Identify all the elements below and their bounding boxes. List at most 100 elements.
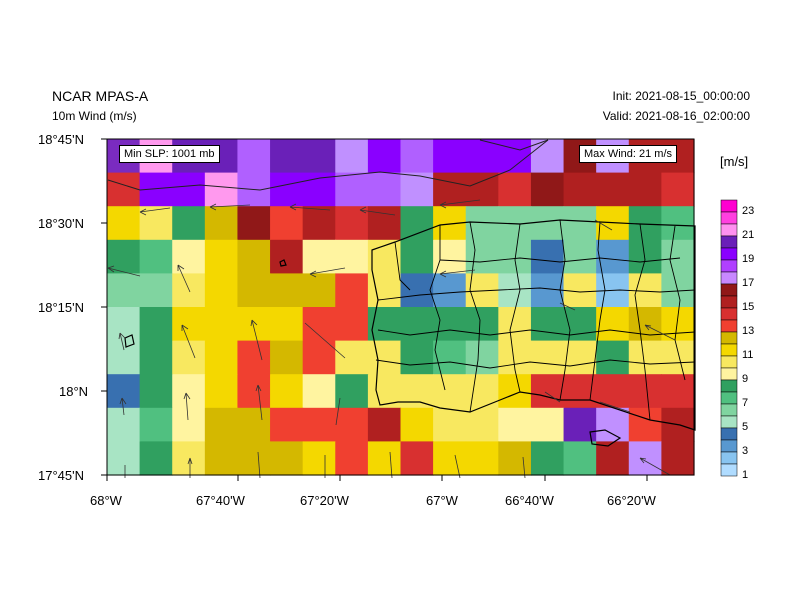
grid-cell xyxy=(596,307,630,342)
grid-cell xyxy=(596,407,630,442)
colorbar-swatch xyxy=(720,259,738,273)
grid-cell xyxy=(530,307,565,342)
colorbar-swatch xyxy=(720,211,738,225)
grid-cell xyxy=(107,307,141,342)
grid-cell xyxy=(335,273,369,308)
grid-cell xyxy=(628,374,662,409)
grid-cell xyxy=(172,273,206,308)
grid-cell xyxy=(335,139,369,174)
colorbar-tick-label: 5 xyxy=(742,421,749,433)
grid-cell xyxy=(661,441,695,476)
grid-cell xyxy=(433,441,467,476)
colorbar-swatch xyxy=(720,343,738,357)
grid-cell xyxy=(237,139,271,174)
grid-cell xyxy=(367,340,402,375)
grid-cell xyxy=(270,239,304,274)
colorbar-swatch xyxy=(720,235,738,249)
grid-cell xyxy=(367,374,402,409)
grid-cell xyxy=(563,340,597,375)
grid-cell xyxy=(465,172,499,207)
grid-cell xyxy=(563,206,597,241)
grid-cell xyxy=(302,340,336,375)
x-tick-label: 67°20'W xyxy=(300,493,349,508)
grid-cell xyxy=(335,407,369,442)
grid-cell xyxy=(172,374,206,409)
grid-cell xyxy=(465,307,499,342)
grid-cell xyxy=(433,172,467,207)
grid-cell xyxy=(628,307,662,342)
grid-cell xyxy=(270,340,304,375)
storm-track xyxy=(107,139,549,191)
grid-cell xyxy=(367,239,402,274)
grid-cell xyxy=(237,307,271,342)
colorbar-swatch xyxy=(720,295,738,309)
grid-cell xyxy=(204,307,239,342)
grid-cell xyxy=(270,206,304,241)
grid-cell xyxy=(596,172,630,207)
grid-cell xyxy=(237,239,271,274)
grid-cell xyxy=(139,441,173,476)
grid-cell xyxy=(400,139,434,174)
colorbar-swatch xyxy=(720,199,738,213)
grid-cell xyxy=(367,407,402,442)
colorbar xyxy=(720,199,738,477)
colorbar-swatch xyxy=(720,379,738,393)
grid-cell xyxy=(465,441,499,476)
grid-cell xyxy=(237,206,271,241)
grid-cell xyxy=(498,374,532,409)
grid-cell xyxy=(400,441,434,476)
grid-cell xyxy=(139,374,173,409)
grid-cell xyxy=(172,172,206,207)
grid-cell xyxy=(400,172,434,207)
colorbar-swatch xyxy=(720,427,738,441)
colorbar-tick-label: 11 xyxy=(742,349,754,361)
grid-cell xyxy=(237,273,271,308)
grid-cell xyxy=(139,340,173,375)
grid-cell xyxy=(661,239,695,274)
grid-cell xyxy=(433,307,467,342)
grid-cell xyxy=(302,206,336,241)
grid-cell xyxy=(204,441,239,476)
grid-cell xyxy=(563,172,597,207)
grid-cell xyxy=(530,139,565,174)
grid-cell xyxy=(335,172,369,207)
grid-cell xyxy=(335,307,369,342)
grid-cell xyxy=(465,407,499,442)
grid-cell xyxy=(107,206,141,241)
colorbar-tick-label: 15 xyxy=(742,301,755,313)
grid-cell xyxy=(204,374,239,409)
colorbar-swatch xyxy=(720,451,738,465)
grid-cell xyxy=(628,340,662,375)
grid-cell xyxy=(270,139,304,174)
grid-cell xyxy=(498,307,532,342)
grid-cell xyxy=(433,273,467,308)
grid-cell xyxy=(563,407,597,442)
colorbar-swatch xyxy=(720,463,738,477)
grid-cell xyxy=(498,407,532,442)
grid-cell xyxy=(172,307,206,342)
max-wind-label: Max Wind: 21 m/s xyxy=(579,145,678,163)
grid-cell xyxy=(400,206,434,241)
init-time: Init: 2021-08-15_00:00:00 xyxy=(612,89,750,103)
grid-cell xyxy=(628,239,662,274)
grid-cell xyxy=(302,273,336,308)
colorbar-swatch xyxy=(720,355,738,369)
grid-cell xyxy=(302,139,336,174)
grid-cell xyxy=(270,172,304,207)
municipal-boundaries xyxy=(375,219,696,421)
grid-cell xyxy=(563,374,597,409)
grid-cell xyxy=(628,407,662,442)
colorbar-tick-label: 1 xyxy=(742,469,749,481)
colorbar-swatch xyxy=(720,331,738,345)
grid-cell xyxy=(302,374,336,409)
grid-cell xyxy=(530,172,565,207)
grid-cell xyxy=(107,441,141,476)
grid-cell xyxy=(172,407,206,442)
grid-cell xyxy=(400,407,434,442)
grid-cell xyxy=(400,307,434,342)
grid-cell xyxy=(107,239,141,274)
grid-cell xyxy=(661,206,695,241)
grid-cell xyxy=(237,441,271,476)
colorbar-swatch xyxy=(720,439,738,453)
